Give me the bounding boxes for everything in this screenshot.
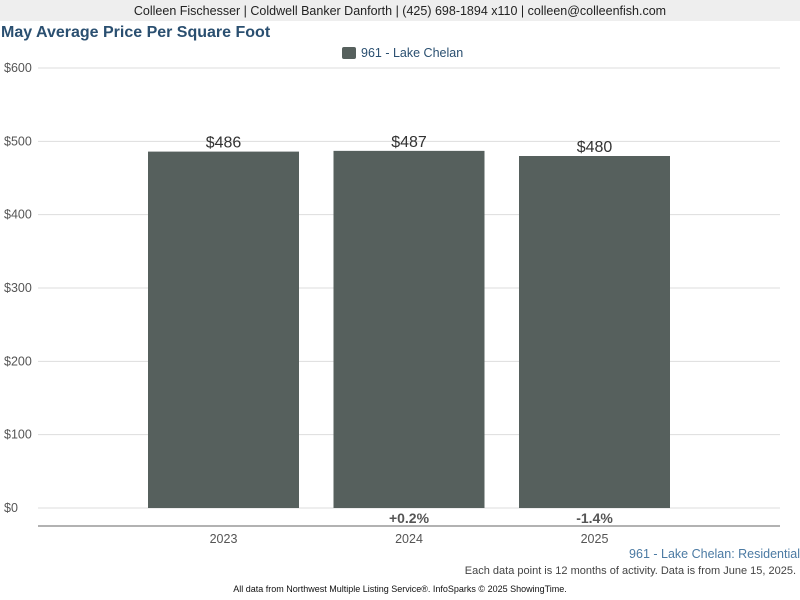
bar [148, 151, 299, 508]
legend-label: 961 - Lake Chelan [361, 46, 464, 60]
legend-swatch [342, 47, 356, 59]
y-tick-label: $100 [4, 428, 32, 442]
bar-value-label: $487 [391, 134, 427, 151]
chart-title: May Average Price Per Square Foot [1, 24, 271, 41]
activity-note: Each data point is 12 months of activity… [464, 565, 796, 577]
chart-subtitle: 961 - Lake Chelan: Residential [629, 547, 800, 561]
y-tick-label: $600 [4, 61, 32, 75]
y-tick-label: $0 [4, 501, 18, 515]
bar-change-label: -1.4% [576, 510, 613, 526]
bar [333, 150, 485, 508]
source-note: All data from Northwest Multiple Listing… [233, 584, 567, 594]
y-tick-label: $300 [4, 281, 32, 295]
bar-chart: $0 $100 $200 $300 $400 $500 $600 $486 $487 +0.2%… [4, 61, 780, 546]
x-tick-label: 2025 [581, 532, 609, 546]
data-labels: $486 $487 +0.2% $480 -1.4% [206, 134, 614, 526]
bar-value-label: $480 [577, 139, 613, 156]
y-tick-label: $200 [4, 354, 32, 368]
x-tick-label: 2024 [395, 532, 423, 546]
y-axis-ticks: $0 $100 $200 $300 $400 $500 $600 [4, 61, 32, 515]
y-tick-label: $500 [4, 134, 32, 148]
bar-change-label: +0.2% [389, 510, 430, 526]
bars [148, 150, 670, 508]
legend[interactable]: 961 - Lake Chelan [342, 45, 463, 61]
bar-value-label: $486 [206, 135, 242, 152]
header-contact-text: Colleen Fischesser | Coldwell Banker Dan… [133, 4, 667, 18]
x-axis-ticks: 2023 2024 2025 [210, 532, 609, 546]
y-tick-label: $400 [4, 208, 32, 222]
header-contact-bar: Colleen Fischesser | Coldwell Banker Dan… [0, 0, 800, 21]
x-tick-label: 2023 [210, 532, 238, 546]
bar [519, 156, 670, 508]
